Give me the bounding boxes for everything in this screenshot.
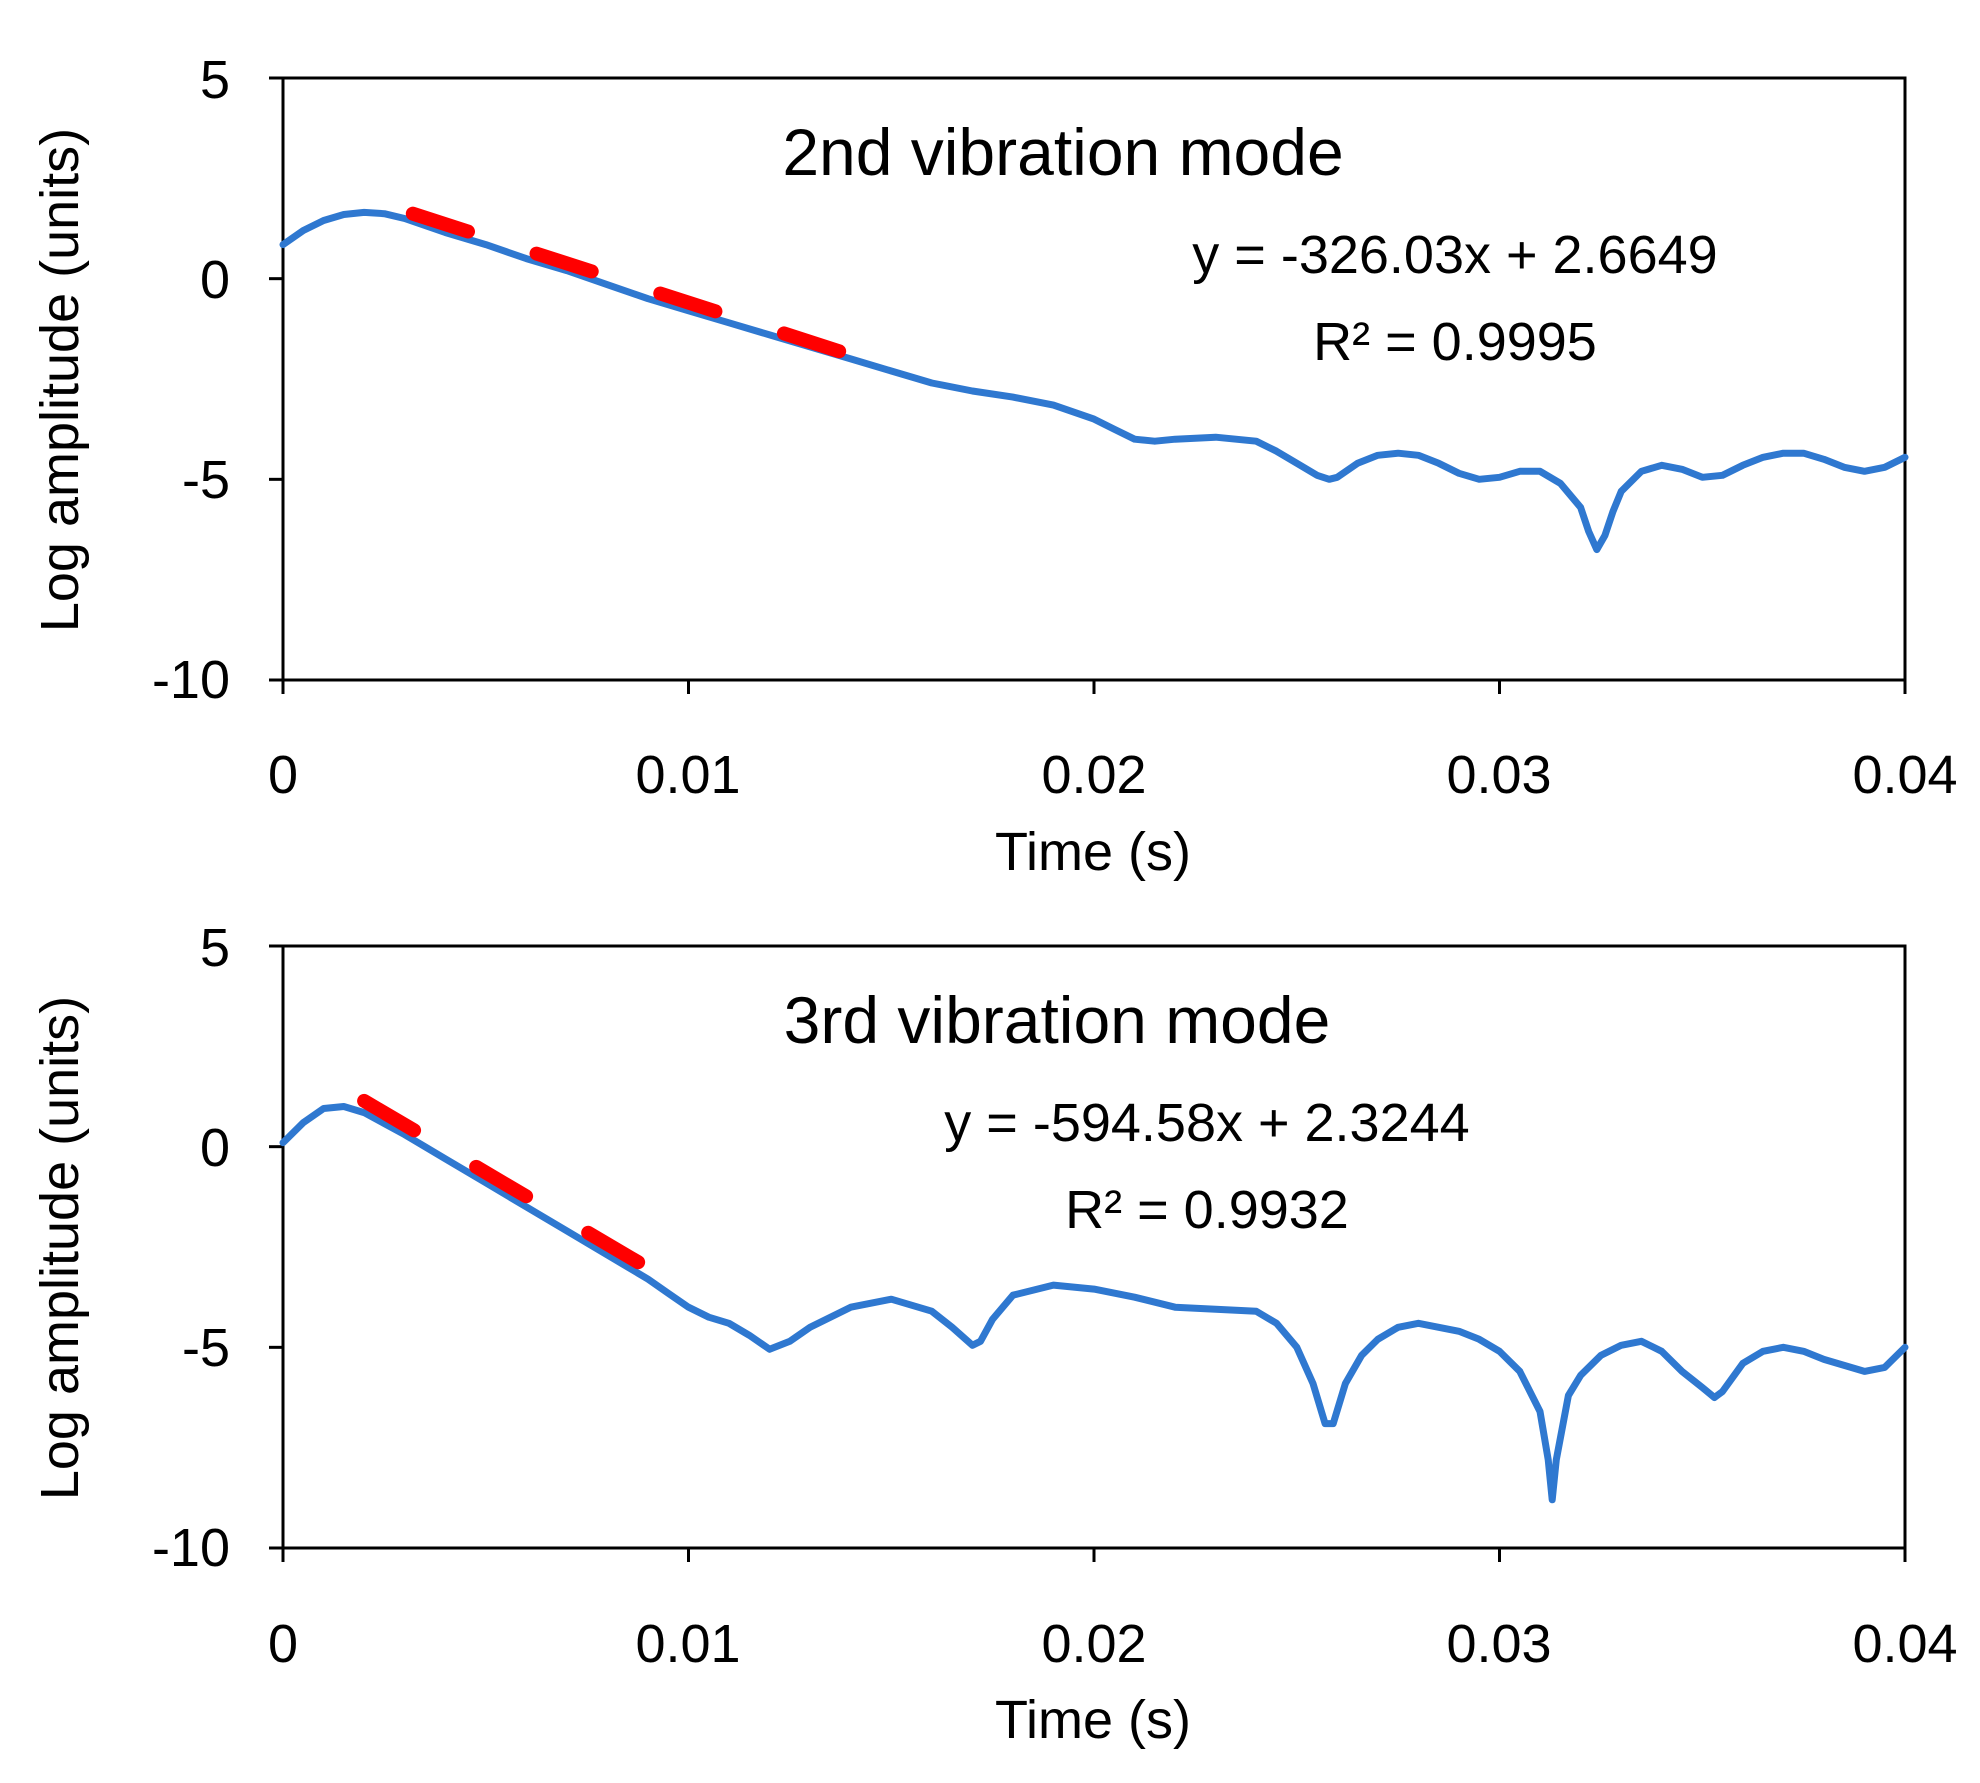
x-tick-label: 0.01 (635, 1614, 740, 1674)
chart-panel-1: Log amplitude (units) Time (s) 5 0 -5 -1… (30, 50, 1958, 882)
y-tick-label: 5 (200, 918, 230, 978)
amplitude-series-line (279, 208, 1909, 554)
chart-title: 2nd vibration mode (782, 115, 1343, 189)
chart-title: 3rd vibration mode (784, 983, 1331, 1057)
regression-fit-line (405, 206, 891, 373)
y-tick-label: -5 (182, 1318, 230, 1378)
regression-equation: y = -594.58x + 2.3244 (944, 1093, 1469, 1153)
y-tick-label: 0 (200, 1118, 230, 1178)
y-tick-label: 0 (200, 250, 230, 310)
y-tick-labels: 5 0 -5 -10 (152, 918, 230, 1578)
x-axis-title: Time (s) (995, 822, 1191, 882)
chart-panel-2: Log amplitude (units) Time (s) 5 0 -5 -1… (30, 918, 1958, 1750)
x-tick-label: 0.04 (1852, 1614, 1957, 1674)
x-tick-label: 0.03 (1446, 1614, 1551, 1674)
x-tick-label: 0 (268, 745, 298, 805)
x-tick-label: 0 (268, 1614, 298, 1674)
x-tick-labels: 0 0.01 0.02 0.03 0.04 (268, 745, 1958, 805)
x-tick-label: 0.02 (1041, 745, 1146, 805)
plot-area (269, 944, 1909, 1562)
x-tick-label: 0.02 (1041, 1614, 1146, 1674)
r-squared-label: R² = 0.9995 (1313, 312, 1597, 372)
y-tick-label: -10 (152, 1518, 230, 1578)
y-tick-labels: 5 0 -5 -10 (152, 50, 230, 710)
regression-equation: y = -326.03x + 2.6649 (1192, 225, 1717, 285)
x-tick-label: 0.01 (635, 745, 740, 805)
r-squared-label: R² = 0.9932 (1065, 1180, 1349, 1240)
regression-fit-line (357, 1093, 676, 1287)
x-tick-label: 0.04 (1852, 745, 1957, 805)
plot-area (269, 76, 1909, 694)
y-axis-title: Log amplitude (units) (30, 128, 90, 632)
amplitude-series-line (279, 1103, 1909, 1504)
x-axis-title: Time (s) (995, 1690, 1191, 1750)
y-tick-label: -5 (182, 450, 230, 510)
x-tick-label: 0.03 (1446, 745, 1551, 805)
x-tick-labels: 0 0.01 0.02 0.03 0.04 (268, 1614, 1958, 1674)
y-tick-label: 5 (200, 50, 230, 110)
y-axis-title: Log amplitude (units) (30, 996, 90, 1500)
y-tick-label: -10 (152, 650, 230, 710)
